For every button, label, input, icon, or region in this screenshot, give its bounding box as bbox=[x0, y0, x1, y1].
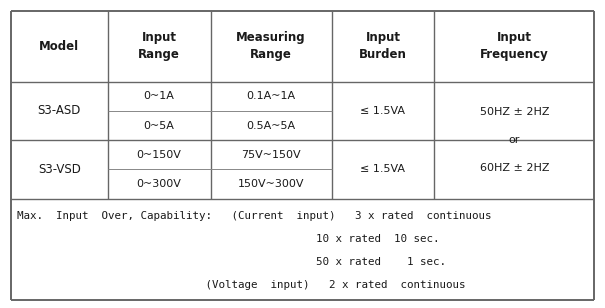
Text: 150V~300V: 150V~300V bbox=[238, 179, 304, 189]
Text: 0~1A: 0~1A bbox=[143, 91, 175, 101]
Text: Model: Model bbox=[39, 40, 79, 53]
Text: Max.  Input  Over, Capability:   (Current  input)   3 x rated  continuous: Max. Input Over, Capability: (Current in… bbox=[17, 211, 491, 221]
Text: Input
Burden: Input Burden bbox=[359, 31, 407, 61]
Text: 75V~150V: 75V~150V bbox=[241, 150, 301, 160]
Text: 0.5A~5A: 0.5A~5A bbox=[246, 120, 296, 131]
Text: ≤ 1.5VA: ≤ 1.5VA bbox=[361, 164, 405, 174]
Text: Measuring
Range: Measuring Range bbox=[236, 31, 306, 61]
Text: 0~300V: 0~300V bbox=[137, 179, 181, 189]
Text: 0.1A~1A: 0.1A~1A bbox=[246, 91, 296, 101]
Text: (Voltage  input)   2 x rated  continuous: (Voltage input) 2 x rated continuous bbox=[17, 280, 465, 290]
Text: ≤ 1.5VA: ≤ 1.5VA bbox=[361, 106, 405, 116]
Text: S3-ASD: S3-ASD bbox=[38, 104, 81, 117]
Text: Input
Frequency: Input Frequency bbox=[480, 31, 549, 61]
Text: S3-VSD: S3-VSD bbox=[38, 163, 80, 176]
Text: 50HZ ± 2HZ

or

60HZ ± 2HZ: 50HZ ± 2HZ or 60HZ ± 2HZ bbox=[480, 107, 549, 173]
Text: 0~5A: 0~5A bbox=[143, 120, 175, 131]
Text: 50 x rated    1 sec.: 50 x rated 1 sec. bbox=[17, 257, 446, 267]
Text: 10 x rated  10 sec.: 10 x rated 10 sec. bbox=[17, 234, 439, 244]
Text: Input
Range: Input Range bbox=[138, 31, 180, 61]
Text: 0~150V: 0~150V bbox=[137, 150, 181, 160]
